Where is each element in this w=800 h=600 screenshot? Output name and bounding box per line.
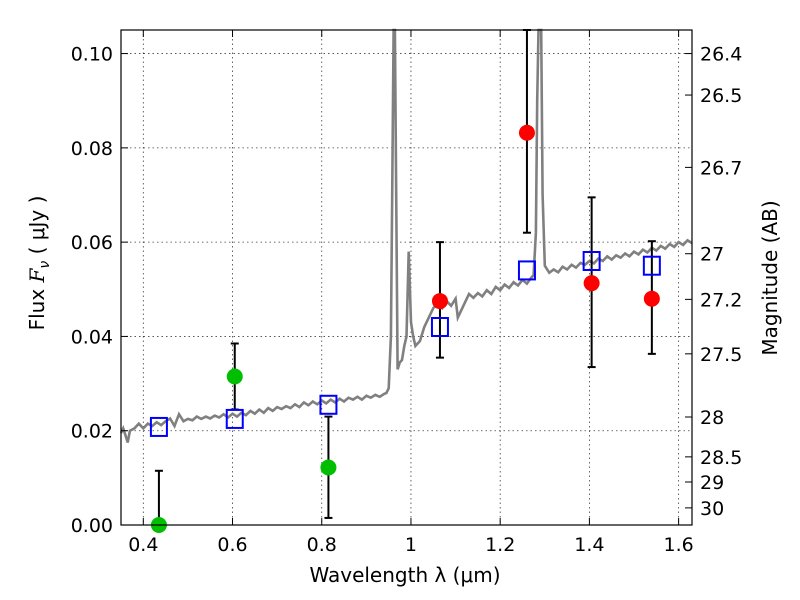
plot-frame: [120, 29, 693, 526]
y2-axis-label: Magnitude (AB): [758, 200, 782, 355]
data-point-red: [518, 124, 535, 141]
x-tick-labels: 0.4 0.6 0.8 1 1.2 1.4 1.6: [128, 534, 694, 556]
data-point-red: [431, 293, 448, 310]
y2-tick-label: 26.4: [700, 44, 742, 66]
y-tick-label: 0.06: [71, 232, 113, 254]
model-point: [517, 260, 536, 281]
y2-tick-label: 28: [700, 407, 724, 429]
y-axis-label-symbol: F: [25, 267, 49, 283]
y2-tick-label: 29: [700, 472, 724, 494]
y2-tick-label: 28.5: [700, 447, 742, 469]
model-point: [642, 255, 661, 276]
ticks: [121, 30, 692, 526]
y-tick-label: 0.04: [71, 326, 113, 348]
grid: [121, 30, 692, 526]
x-tick-label: 0.4: [128, 534, 158, 556]
data-point-red: [583, 275, 600, 292]
model-point: [149, 416, 168, 437]
data-point-red: [643, 290, 660, 307]
model-point: [225, 408, 244, 429]
x-tick-label: 0.8: [307, 534, 337, 556]
model-point: [430, 317, 449, 337]
data-point-green: [320, 459, 337, 476]
y-tick-label: 0.08: [71, 138, 113, 160]
x-tick-label: 0.6: [217, 534, 247, 556]
x-tick-label: 1.4: [574, 534, 604, 556]
y2-tick-label: 30: [700, 498, 724, 520]
y-axis-label-prefix: Flux: [25, 282, 49, 330]
y-tick-labels: 0.00 0.02 0.04 0.06 0.08 0.10: [71, 44, 113, 537]
spectrum-line: [119, 28, 693, 443]
y-tick-label: 0.10: [71, 44, 113, 66]
model-point: [582, 251, 601, 271]
x-tick-label: 1.6: [664, 534, 694, 556]
x-tick-label: 1: [405, 534, 417, 556]
y2-tick-label: 27.2: [700, 289, 742, 311]
model-point: [319, 394, 338, 415]
y-tick-label: 0.00: [71, 515, 113, 537]
x-tick-label: 1.2: [485, 534, 515, 556]
y2-tick-label: 27.5: [700, 344, 742, 366]
data-point-green: [226, 368, 243, 385]
y-axis-label: Flux Fν ( μJy ): [25, 196, 53, 331]
y2-tick-label: 27: [700, 244, 724, 266]
y-axis-label-suffix: ( μJy ): [25, 196, 49, 261]
y2-tick-label: 26.5: [700, 85, 742, 107]
y2-tick-labels: 26.4 26.5 26.7 27 27.2 27.5 28 28.5 29 30: [700, 44, 742, 520]
y-tick-label: 0.02: [71, 421, 113, 443]
y-axis-label-subscript: ν: [37, 261, 53, 269]
y2-tick-label: 26.7: [700, 157, 742, 179]
x-axis-label: Wavelength λ (μm): [309, 563, 500, 587]
spectrum-series: [119, 28, 693, 443]
